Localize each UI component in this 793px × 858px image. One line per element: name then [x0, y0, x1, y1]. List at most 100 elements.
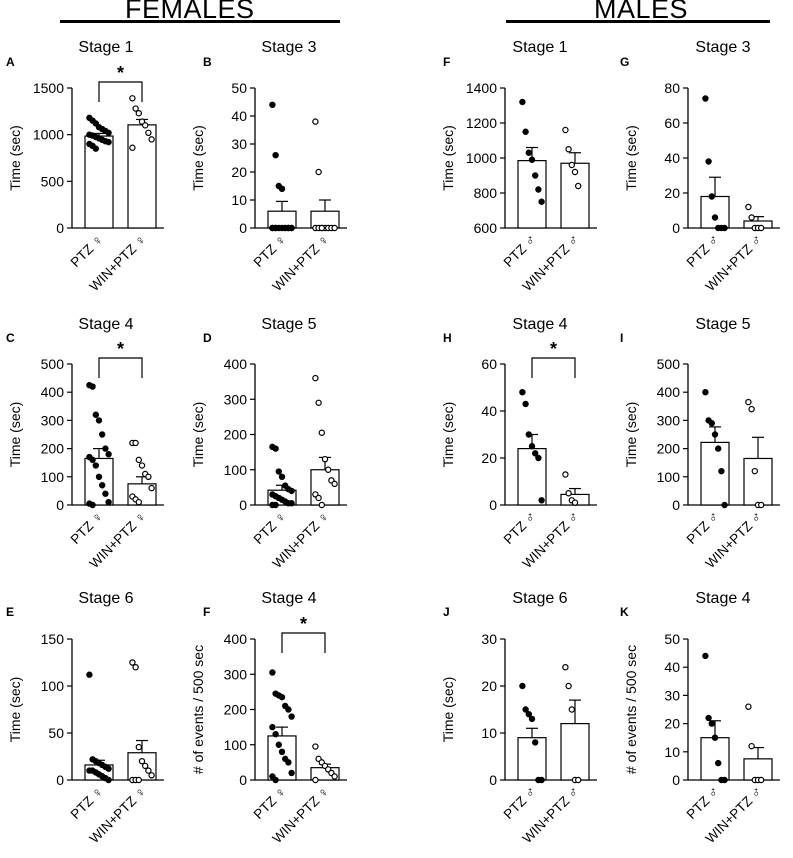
y-tick-label: 0: [489, 772, 497, 788]
panel-title: Stage 4: [78, 316, 133, 333]
y-tick-label: 30: [664, 687, 680, 703]
panel-title: Stage 5: [261, 316, 316, 333]
y-axis-label: Time (sec): [623, 125, 639, 191]
data-point: [758, 501, 765, 509]
data-point: [705, 158, 712, 165]
data-point: [575, 182, 582, 190]
panel-title: Stage 4: [695, 590, 750, 607]
data-point: [331, 773, 338, 780]
y-axis-label: Time (sec): [440, 677, 456, 743]
panel-k-males: K Stage 4 0 10 20 30 40 50 # of events / 500 sec…: [620, 590, 780, 846]
data-point: [275, 468, 282, 475]
data-point: [272, 224, 279, 232]
y-tick-label: 0: [239, 497, 247, 513]
y-tick-label: 30: [481, 631, 497, 647]
data-point: [721, 776, 728, 784]
y-tick-label: 50: [48, 725, 64, 741]
y-tick-label: 20: [664, 716, 680, 732]
y-tick-label: 300: [224, 391, 248, 407]
panel-letter: C: [6, 331, 15, 345]
data-point: [89, 383, 96, 390]
data-point: [272, 501, 279, 509]
y-tick-label: 100: [224, 737, 248, 753]
data-point: [278, 748, 286, 756]
data-point: [532, 739, 539, 746]
data-point: [519, 98, 526, 106]
y-axis-label: Time (sec): [7, 677, 23, 743]
data-point: [538, 497, 545, 504]
data-point: [758, 224, 765, 232]
data-point: [565, 146, 572, 153]
data-point: [86, 671, 93, 678]
data-point: [275, 741, 282, 748]
data-point: [715, 445, 722, 452]
significance-bracket: [281, 632, 326, 653]
data-point: [105, 451, 112, 458]
data-point: [135, 456, 142, 464]
y-tick-label: 150: [41, 631, 65, 647]
panel-title: Stage 6: [78, 590, 133, 607]
data-point: [312, 118, 319, 125]
data-point: [315, 168, 322, 176]
bar-2: [743, 457, 773, 506]
y-tick-label: 1000: [466, 150, 497, 166]
data-point: [331, 224, 338, 232]
data-point: [519, 389, 526, 396]
data-point: [331, 480, 338, 488]
data-point: [135, 498, 142, 506]
data-point: [95, 417, 103, 424]
data-point: [312, 776, 319, 784]
data-point: [721, 224, 728, 232]
significance-star: *: [117, 63, 124, 83]
data-point: [92, 462, 100, 469]
data-point: [321, 455, 329, 463]
data-point: [98, 431, 106, 438]
y-tick-label: 800: [474, 185, 498, 201]
bar-1: [517, 448, 547, 506]
y-axis-label: Time (sec): [623, 402, 639, 468]
y-tick-label: 100: [41, 678, 65, 694]
data-point: [711, 734, 719, 741]
bar-1: [517, 737, 547, 781]
y-tick-label: 500: [657, 356, 681, 372]
data-point: [102, 490, 109, 497]
data-point: [565, 682, 572, 690]
y-tick-label: 60: [481, 356, 497, 372]
data-point: [129, 659, 136, 666]
panel-letter: F: [203, 605, 210, 619]
y-tick-label: 0: [672, 497, 680, 513]
panel-title: Stage 4: [512, 316, 567, 333]
y-tick-label: 10: [481, 725, 497, 741]
bar-1: [700, 441, 730, 506]
y-tick-label: 20: [664, 185, 680, 201]
data-point: [528, 156, 536, 163]
males-heading-rule: [506, 20, 770, 23]
y-axis-label: # of events / 500 sec: [623, 645, 639, 774]
y-tick-label: 1000: [33, 127, 64, 143]
data-point: [758, 776, 765, 784]
data-point: [95, 473, 103, 480]
females-heading-rule: [60, 20, 340, 23]
data-point: [318, 501, 325, 509]
panel-f-females: F Stage 4 0 100 200 300 400 # of events / 500 s…: [190, 590, 347, 846]
data-point: [135, 743, 142, 751]
data-point: [708, 193, 716, 200]
y-tick-label: 500: [41, 356, 65, 372]
y-tick-label: 20: [231, 164, 247, 180]
data-point: [272, 730, 279, 738]
data-point: [562, 664, 569, 671]
data-point: [708, 420, 716, 427]
bar-2: [310, 469, 340, 506]
data-point: [89, 501, 96, 509]
y-tick-label: 60: [664, 115, 680, 131]
x-category-label: PTZ ♀: [68, 232, 106, 270]
panel-title: Stage 6: [512, 590, 567, 607]
y-tick-label: 40: [664, 150, 680, 166]
y-axis-label: Time (sec): [440, 125, 456, 191]
data-point: [522, 706, 529, 713]
